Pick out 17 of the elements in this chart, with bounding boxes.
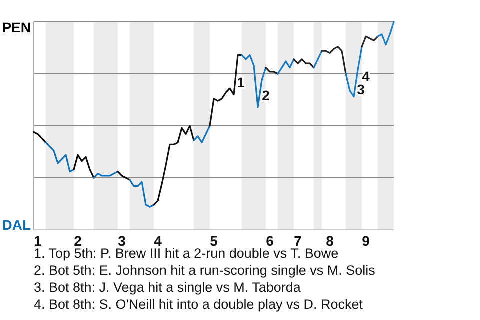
text: DAL (2, 217, 32, 233)
x-tick-label: 9 (362, 233, 370, 249)
annotation: 1 (237, 74, 246, 91)
annotation: 2 (262, 88, 270, 104)
x-tick-label: 4 (154, 233, 162, 249)
x-tick-label: 6 (266, 233, 274, 249)
x-tick-label: 2 (74, 233, 82, 249)
text: 2. Bot 5th: E. Johnson hit a run-scoring single vs M. Solis (34, 263, 376, 278)
x-tick-label: 1 (34, 233, 42, 249)
x-tick-label: 5 (210, 233, 218, 249)
text: PEN (2, 19, 31, 36)
text: 3. Bot 8th: J. Vega hit a single vs M. Taborda (34, 280, 302, 295)
text: 4. Bot 8th: S. O'Neill hit into a double play vs D. Rocket (34, 297, 364, 312)
x-tick-label: 3 (118, 233, 126, 249)
x-tick-label: 8 (326, 233, 334, 249)
x-tick-label: 7 (294, 233, 302, 249)
text: 1. Top 5th: P. Brew III hit a 2-run double vs T. Bowe (34, 246, 339, 261)
